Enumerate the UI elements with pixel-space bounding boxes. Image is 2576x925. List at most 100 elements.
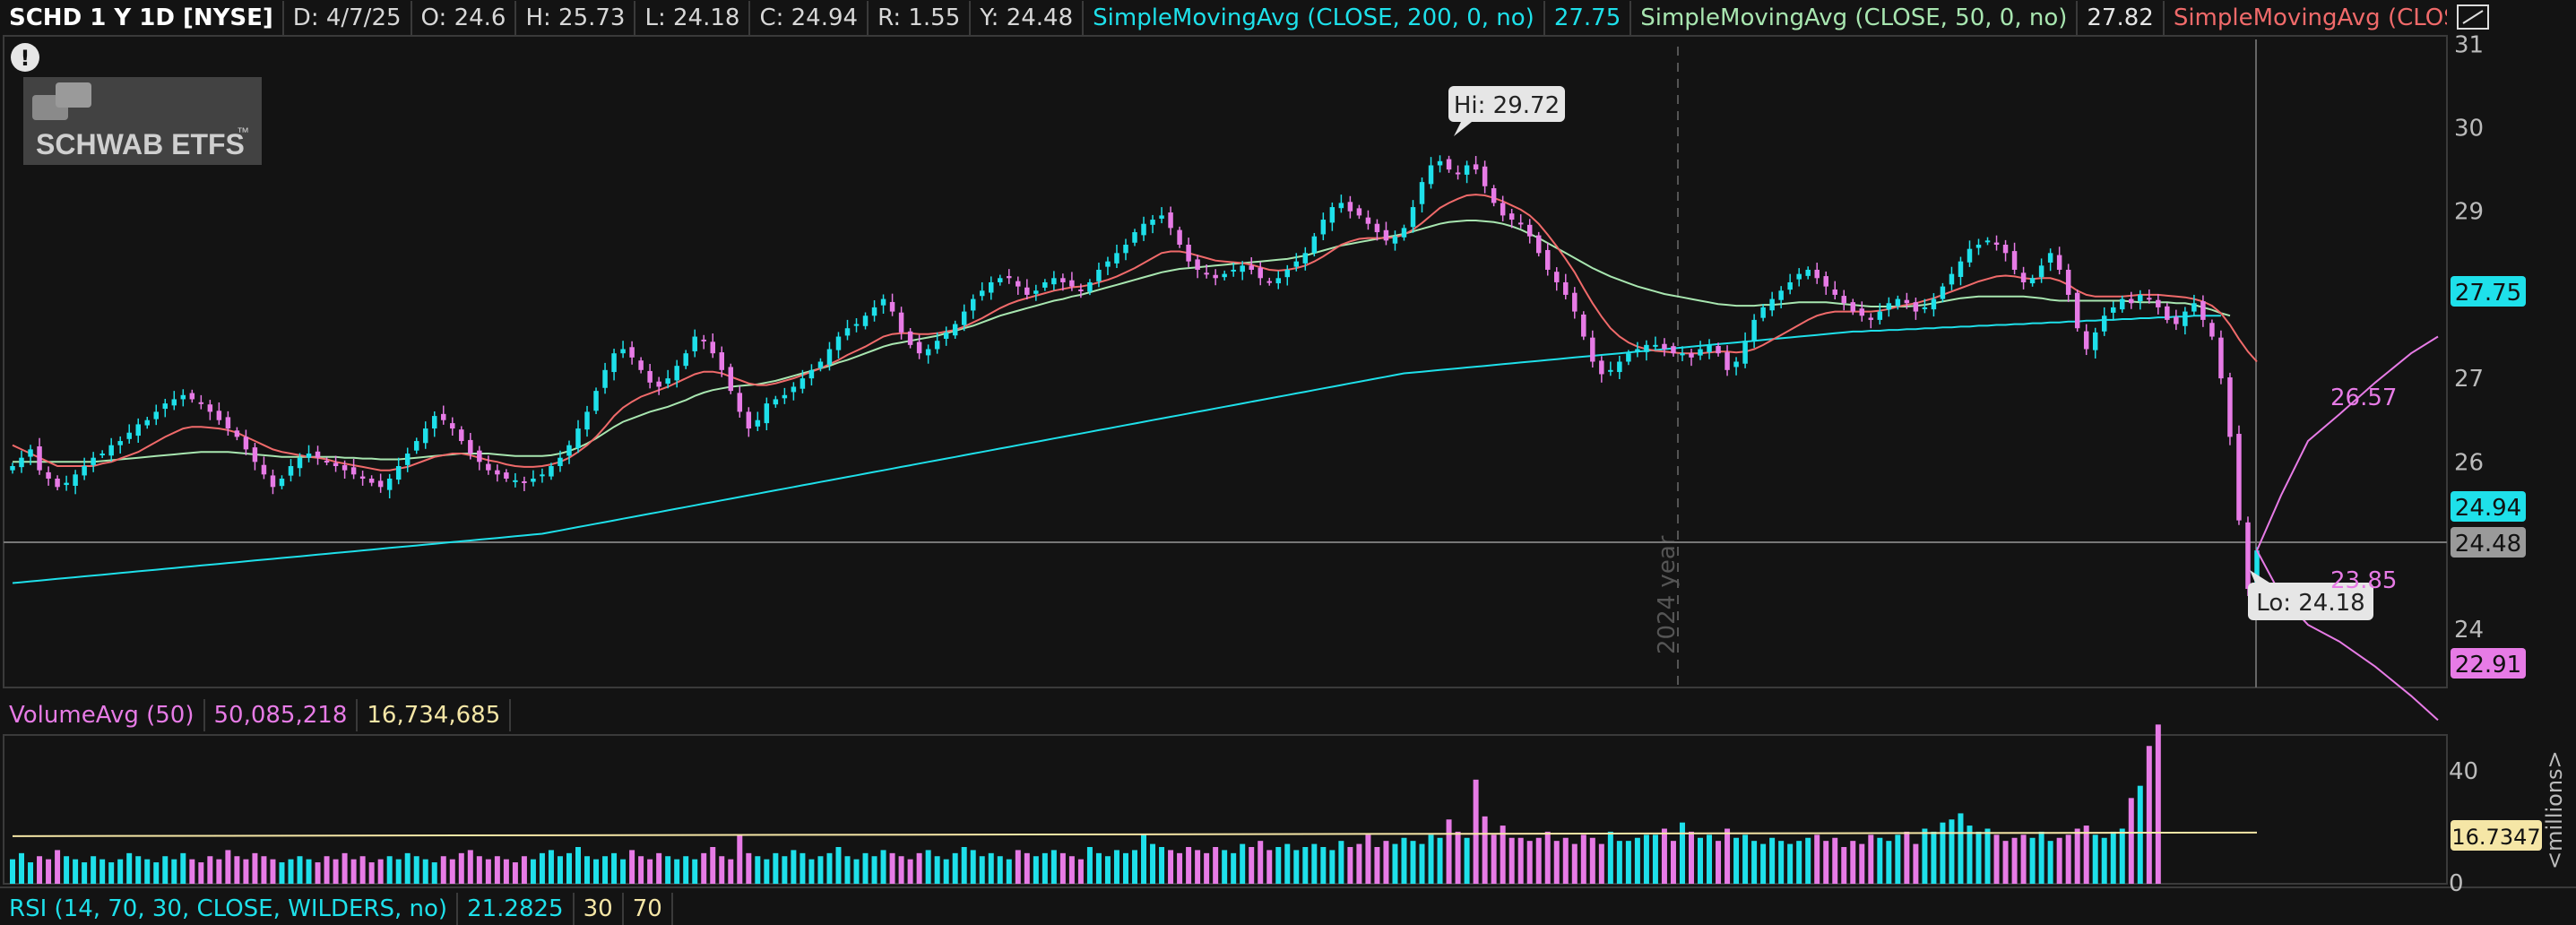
candle [2218,330,2224,385]
candle-body [647,370,653,383]
candle [1975,238,1982,255]
candle-body [2209,323,2215,337]
candle [558,450,563,472]
candle [1392,230,1398,251]
sma200-label[interactable]: SimpleMovingAvg (CLOSE, 200, 0, no) [1084,1,1545,35]
volume-bar [1168,850,1174,884]
candle [1653,336,1658,351]
candle [1087,279,1093,296]
volume-bar [1526,841,1533,884]
symbol-label[interactable]: SCHD 1 Y 1D [NYSE] [0,1,284,35]
candle [1293,253,1300,272]
candle [2111,301,2116,320]
price-tick-label: 30 [2454,116,2484,143]
candle [270,469,276,495]
candle [1796,268,1802,287]
candle-body [1993,242,2000,246]
candle [620,341,626,359]
candle [1949,266,1955,290]
candle-body [2254,550,2260,590]
candle [1266,277,1272,286]
candle [1886,297,1892,317]
volume-bar [1068,856,1075,884]
chart-header: SCHD 1 Y 1D [NYSE] D: 4/7/25 O: 24.6 H: … [0,0,2447,36]
candle [1751,314,1757,349]
rsi-study-label[interactable]: RSI (14, 70, 30, CLOSE, WILDERS, no) [0,893,459,925]
chart-settings-icon[interactable] [2457,4,2489,30]
volume-bar [315,862,321,884]
volume-bar [755,856,761,884]
candle-body [1069,280,1075,287]
volume-unit-label: <millions> [2542,750,2567,869]
volume-bar [862,852,869,884]
candle [907,328,913,349]
sma200-value: 27.75 [1545,1,1632,35]
candle [2092,327,2098,359]
candle-body [37,446,42,471]
sma50-label[interactable]: SimpleMovingAvg (CLOSE, 50, 0, no) [1631,1,2079,35]
volume-bar [1625,841,1631,884]
volume-bar [1095,852,1102,884]
candle-body [333,462,339,467]
volume-bar [1517,837,1524,884]
candle [970,294,976,319]
candle-body [2047,253,2053,263]
candle-body [1356,208,1362,216]
candle-body [1760,307,1766,318]
candle [683,350,688,369]
candle-body [2101,316,2107,332]
volume-bar [539,852,545,884]
volume-bar [701,852,707,884]
candle [2138,290,2143,310]
volume-bar [952,852,958,884]
candle-body [2065,269,2071,295]
volume-bar [1410,841,1416,884]
candle-body [1383,229,1389,241]
candle [1016,276,1021,295]
candle-body [1159,215,1164,219]
volume-bar [1033,856,1039,884]
candle [692,329,697,358]
sma20-label[interactable]: SimpleMovingAvg (CLOSE, 20, 0, no) [2165,1,2447,35]
volume-bar [1544,831,1551,884]
volume-bar [907,859,913,884]
candle [1222,270,1227,281]
volume-bar [970,850,976,884]
price-tag-close: 24.94 [2451,491,2526,522]
candle [2245,516,2251,596]
volume-study-label[interactable]: VolumeAvg (50) [0,699,205,731]
candle-body [1132,232,1137,243]
candle-body [1599,360,1604,375]
volume-bar [988,852,994,884]
volume-bar [1760,843,1767,884]
volume-bar [1975,831,1982,884]
candle-body [82,466,87,476]
volume-bar [485,859,491,884]
candle [1482,160,1488,194]
candle-body [1984,240,1991,243]
candle-body [1240,265,1245,272]
candle [1526,219,1533,244]
volume-bar [1437,837,1443,884]
volume-bar [647,859,653,884]
volume-bar [171,859,177,884]
candle [647,364,653,389]
candle [1841,290,1847,311]
date-readout: D: 4/7/25 [284,1,412,35]
candle [10,462,15,474]
candle [1428,157,1434,189]
volume-bar [225,850,231,884]
candle-body [359,476,366,479]
candle [584,405,590,437]
candle [1689,349,1694,367]
volume-bar [395,859,402,884]
candle [162,398,169,418]
volume-bar [566,852,572,884]
candle-body [970,298,976,311]
candle-body [1007,276,1012,279]
candle [2129,291,2134,309]
candle-body [2183,311,2188,326]
alert-icon[interactable] [11,43,39,72]
candle [207,400,213,420]
